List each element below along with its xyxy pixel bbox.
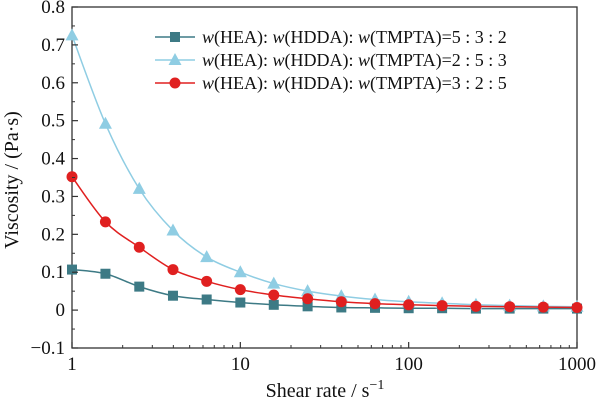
data-point: [134, 281, 145, 292]
y-tick-label: 0.4: [41, 149, 65, 170]
series-3: [66, 171, 583, 313]
data-point: [233, 265, 247, 278]
data-point: [67, 264, 77, 275]
legend-label-part: (TMPTA)=2 : 5 : 3: [370, 50, 507, 71]
data-point: [98, 116, 112, 129]
data-point: [201, 275, 213, 287]
data-point: [537, 301, 549, 313]
data-point: [470, 300, 482, 312]
legend-label-part: w: [202, 27, 214, 47]
series-2: [65, 28, 584, 312]
y-tick-label: 0.1: [41, 262, 65, 283]
x-tick-label: 10: [231, 354, 250, 375]
legend-label: w(HEA): w(HDDA): w(TMPTA)=2 : 5 : 3: [202, 50, 507, 71]
data-point: [403, 299, 415, 311]
data-point: [133, 241, 145, 253]
data-point: [301, 284, 315, 297]
data-point: [200, 250, 214, 263]
series-line: [71, 35, 578, 308]
data-point: [436, 300, 448, 312]
y-axis-label: Viscosity / (Pa·s): [1, 111, 23, 249]
legend-entry-3: w(HEA): w(HDDA): w(TMPTA)=3 : 2 : 5: [155, 73, 507, 94]
legend-label: w(HEA): w(HDDA): w(TMPTA)=5 : 3 : 2: [202, 27, 507, 48]
data-point: [99, 216, 111, 228]
legend-marker: [169, 77, 181, 89]
y-tick-label: 0.6: [41, 73, 65, 94]
data-point: [65, 28, 79, 41]
legend-label-part: w: [358, 27, 370, 47]
legend-label-part: (HEA):: [214, 73, 272, 94]
y-tick-label: 0.2: [41, 224, 65, 245]
x-tick-label: 1000: [558, 354, 596, 375]
data-point: [100, 268, 111, 279]
x-axis-label-text: Shear rate / s: [266, 380, 370, 402]
legend-marker: [170, 32, 180, 42]
data-point: [336, 302, 347, 313]
series-line: [71, 268, 577, 310]
legend-label-part: w: [202, 50, 214, 70]
legend-marker: [168, 53, 182, 65]
legend-label: w(HEA): w(HDDA): w(TMPTA)=3 : 2 : 5: [202, 73, 507, 94]
legend-label-part: w: [273, 27, 285, 47]
y-tick-label: 0.8: [41, 0, 65, 18]
legend-label-part: w: [358, 73, 370, 93]
legend-label-part: (HDDA):: [285, 50, 359, 71]
data-point: [302, 301, 313, 312]
legend-entry-2: w(HEA): w(HDDA): w(TMPTA)=2 : 5 : 3: [155, 50, 507, 71]
y-tick-label: 0.5: [41, 111, 65, 132]
legend-label-part: (TMPTA)=3 : 2 : 5: [370, 73, 507, 94]
data-point: [66, 171, 78, 183]
y-tick-label: −0.1: [31, 338, 65, 359]
data-point: [167, 290, 178, 301]
series-layer: [65, 28, 584, 314]
data-point: [167, 264, 179, 276]
y-tick-label: 0: [56, 300, 66, 321]
x-tick-label: 1: [67, 354, 77, 375]
data-point: [234, 284, 246, 296]
data-point: [235, 297, 246, 308]
data-point: [335, 296, 347, 308]
legend-label-part: (TMPTA)=5 : 3 : 2: [370, 27, 507, 48]
data-point: [201, 294, 212, 305]
data-point: [267, 276, 281, 289]
legend-label-part: (HEA):: [214, 27, 272, 48]
legend-label-part: w: [273, 50, 285, 70]
legend-label-part: w: [202, 73, 214, 93]
y-tick-label: 0.7: [41, 35, 65, 56]
data-point: [504, 301, 516, 313]
data-point: [302, 293, 314, 305]
x-tick-label: 100: [394, 354, 423, 375]
legend-label-part: (HDDA):: [285, 27, 359, 48]
data-point: [132, 181, 146, 194]
legend-label-part: (HDDA):: [285, 73, 359, 94]
legend: w(HEA): w(HDDA): w(TMPTA)=5 : 3 : 2w(HEA…: [155, 27, 507, 94]
data-point: [268, 299, 279, 310]
x-axis-label-superscript: −1: [369, 378, 384, 393]
y-tick-label: 0.3: [41, 186, 65, 207]
legend-entry-1: w(HEA): w(HDDA): w(TMPTA)=5 : 3 : 2: [155, 27, 507, 48]
legend-label-part: w: [358, 50, 370, 70]
legend-label-part: (HEA):: [214, 50, 272, 71]
legend-label-part: w: [273, 73, 285, 93]
axes-layer: −0.1 0 0.1 0.2 0.3 0.4 0.5 0.6 0.7 0.8 1 10 100 1000: [31, 0, 596, 375]
data-point: [166, 223, 180, 236]
data-point: [571, 301, 583, 313]
x-axis-label: Shear rate / s−1: [266, 378, 385, 402]
data-point: [369, 298, 381, 310]
data-point: [268, 289, 280, 301]
series-line: [71, 176, 578, 309]
